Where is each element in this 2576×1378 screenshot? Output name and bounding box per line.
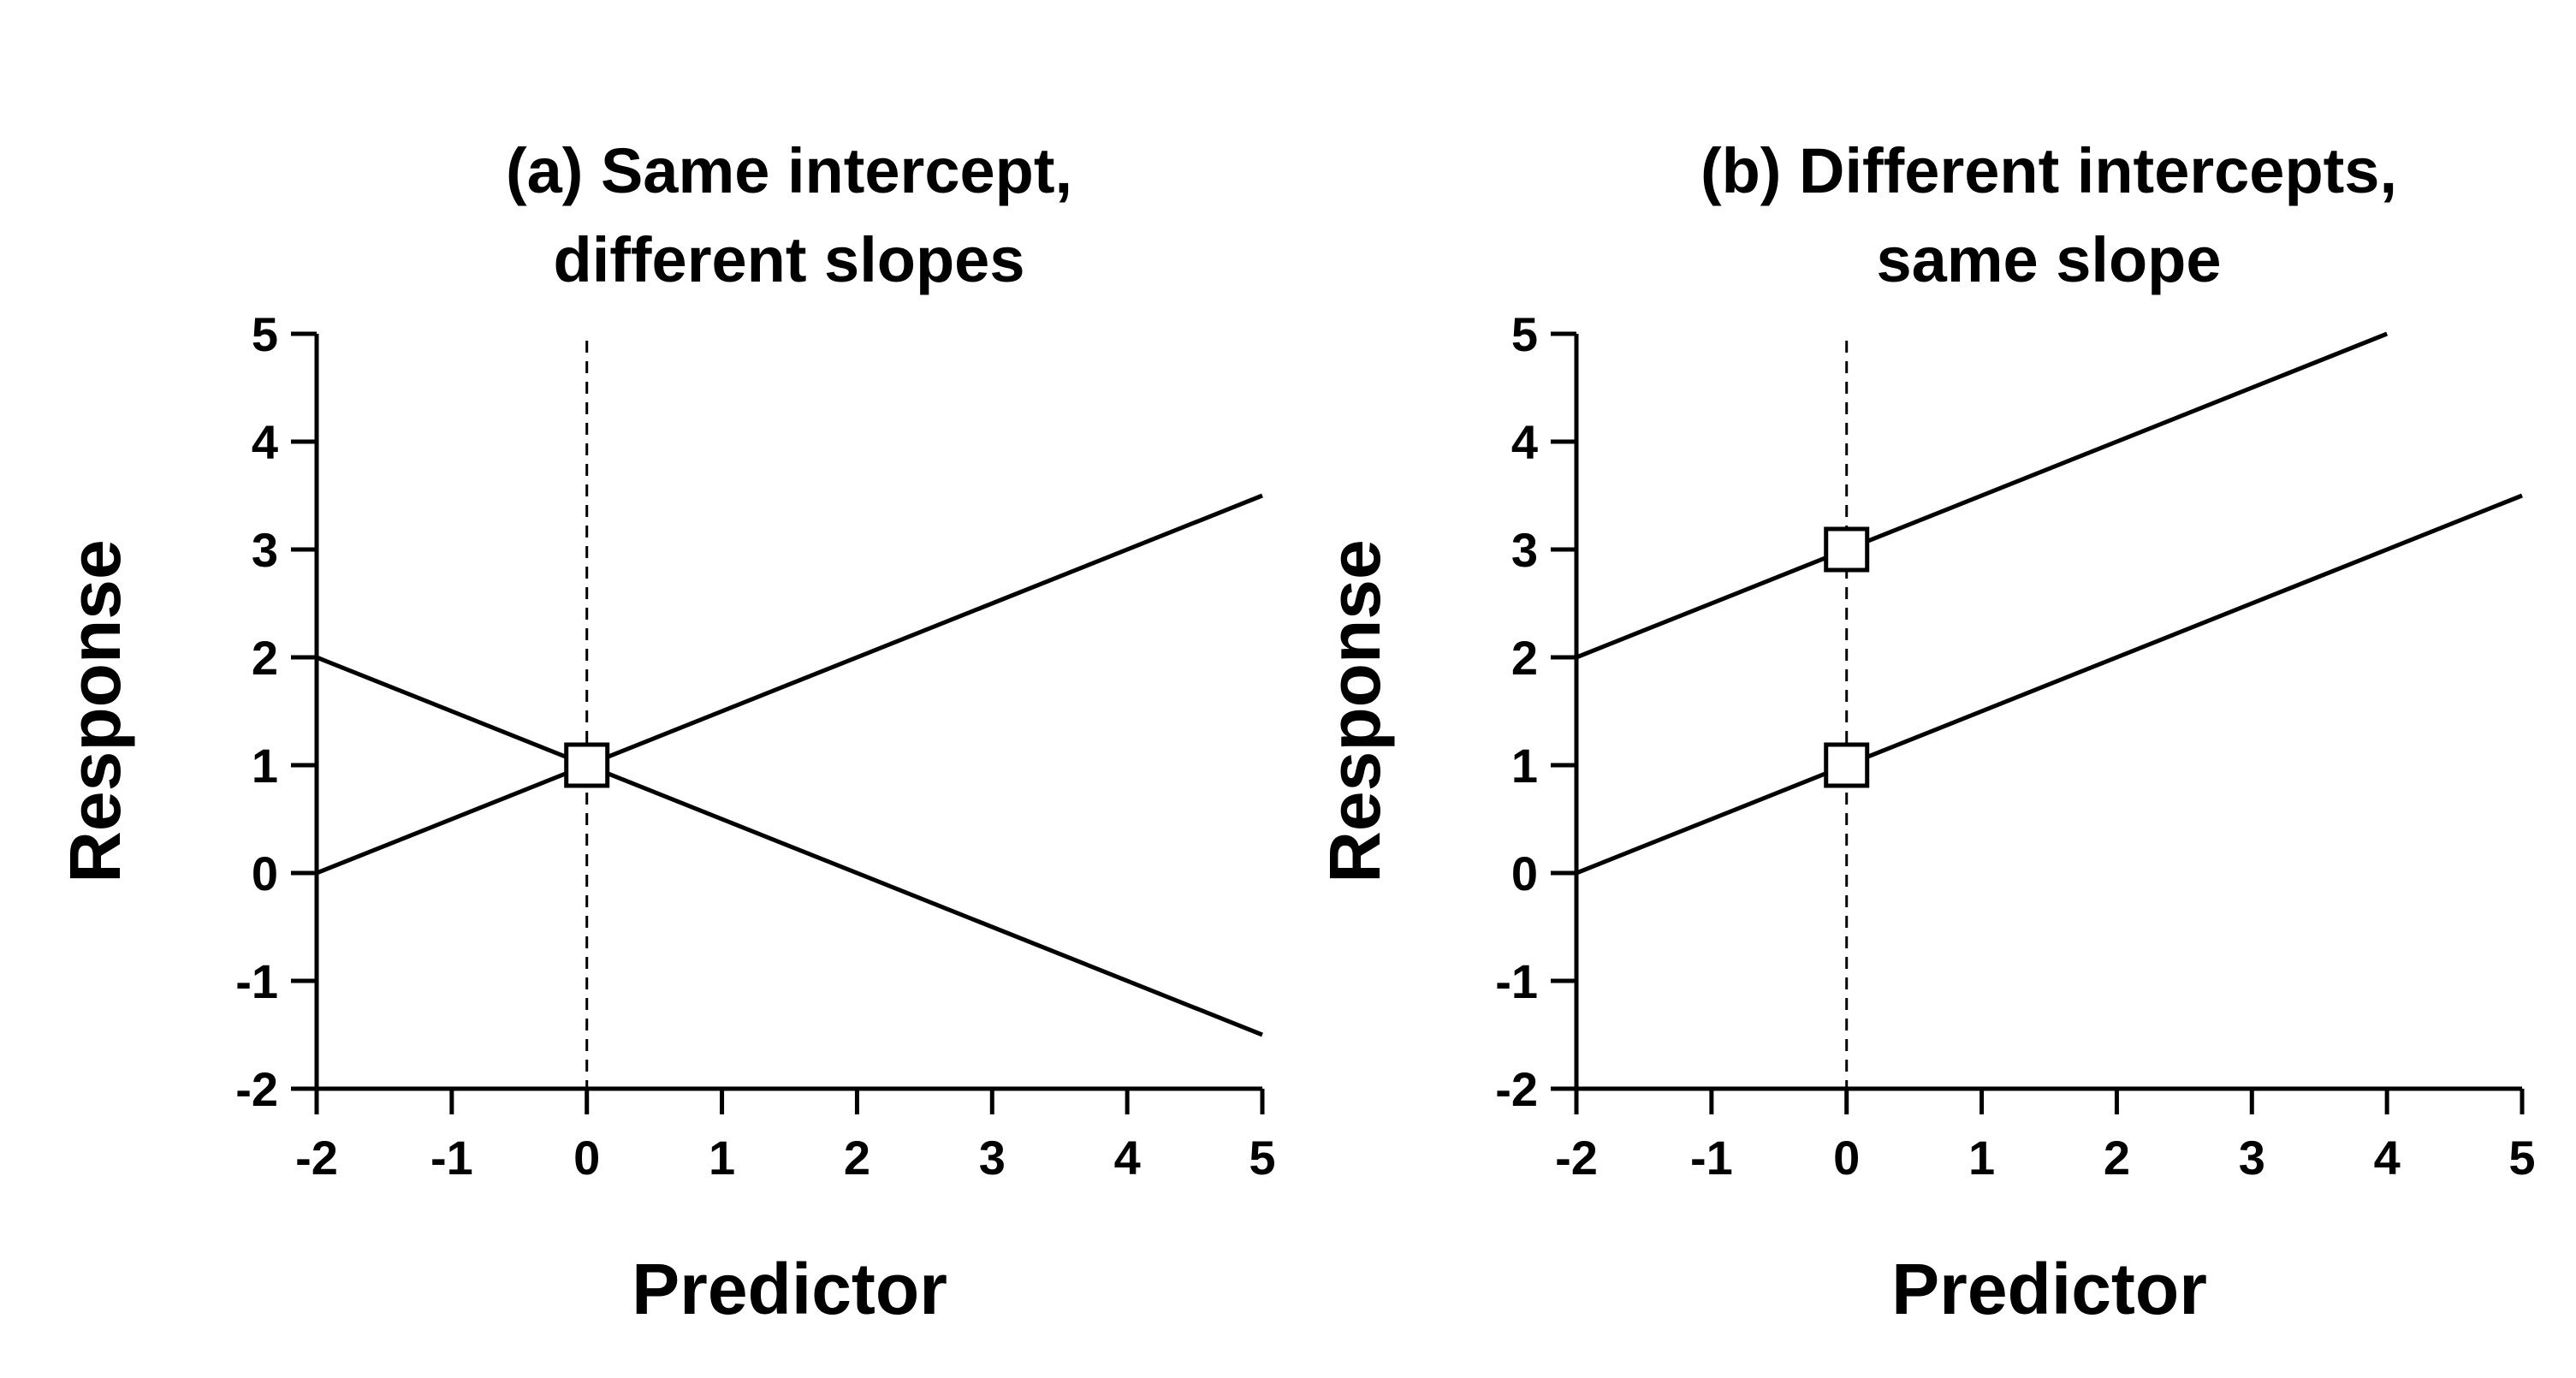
panel-b-x-tick-label: -1 — [1690, 1131, 1733, 1185]
panel-b-x-tick-label: 0 — [1833, 1131, 1860, 1185]
panel-a-y-tick-label: -2 — [235, 1062, 278, 1116]
panel-a-y-tick-label: 0 — [252, 846, 278, 900]
panel-a-y-tick-label: 1 — [252, 739, 278, 793]
panel-b: (b) Different intercepts, same slope -2 -1 0… — [1315, 135, 2536, 1329]
panel-b-x-axis-label: Predictor — [1891, 1249, 2207, 1329]
panel-b-y-tick-label: 2 — [1511, 631, 1538, 685]
panel-a: (a) Same intercept, different slopes -2 -1 0… — [55, 135, 1276, 1329]
panel-b-x-tick-label: 4 — [2374, 1131, 2401, 1185]
panel-a-y-tick-label: -1 — [235, 954, 278, 1008]
panel-b-series-line-2 — [1576, 493, 2523, 876]
panel-a-y-tick-label: 3 — [252, 523, 278, 577]
panel-a-x-tick-label: 0 — [573, 1131, 600, 1185]
panel-a-y-tick-label: 5 — [252, 307, 278, 361]
panel-b-intercept-marker-1 — [1824, 526, 1870, 573]
panel-a-x-axis-label: Predictor — [632, 1249, 947, 1329]
panel-b-title-line-2: same slope — [1876, 224, 2221, 295]
panel-a-x-tick-label: -2 — [295, 1131, 338, 1185]
panel-b-y-tick-label: 4 — [1511, 415, 1538, 469]
panel-a-intercept-marker-1 — [564, 742, 610, 788]
panel-a-y-axis-label: Response — [55, 539, 135, 882]
panel-a-series-line-1 — [316, 493, 1263, 876]
panel-b-x-tick-label: 1 — [1968, 1131, 1995, 1185]
panel-b-title-line-1: (b) Different intercepts, — [1701, 135, 2397, 206]
panel-a-x-tick-label: 1 — [709, 1131, 735, 1185]
panel-a-x-tick-label: 5 — [1249, 1131, 1275, 1185]
panel-b-x-tick-label: 3 — [2239, 1131, 2265, 1185]
panel-b-y-tick-label: 5 — [1511, 307, 1538, 361]
panel-b-series-line-1 — [1576, 331, 2389, 660]
panel-a-x-tick-label: 3 — [979, 1131, 1006, 1185]
panel-a-title-line-1: (a) Same intercept, — [506, 135, 1072, 206]
panel-b-y-tick-label: 1 — [1511, 739, 1538, 793]
panel-b-y-tick-label: 0 — [1511, 846, 1538, 900]
panel-b-x-tick-label: 5 — [2508, 1131, 2535, 1185]
panel-a-series-line-2 — [316, 655, 1263, 1037]
panel-a-title-line-2: different slopes — [554, 224, 1025, 295]
panel-b-y-tick-label: 3 — [1511, 523, 1538, 577]
panel-b-x-tick-label: 2 — [2104, 1131, 2130, 1185]
panel-a-y-tick-label: 2 — [252, 631, 278, 685]
panel-b-y-tick-label: -1 — [1495, 954, 1538, 1008]
panel-a-x-tick-label: 4 — [1114, 1131, 1141, 1185]
panel-a-x-tick-label: -1 — [430, 1131, 473, 1185]
panel-b-y-tick-label: -2 — [1495, 1062, 1538, 1116]
panel-a-y-tick-label: 4 — [252, 415, 278, 469]
panel-b-y-axis-label: Response — [1315, 539, 1395, 882]
panel-b-intercept-marker-2 — [1824, 742, 1870, 788]
panel-a-x-tick-label: 2 — [844, 1131, 870, 1185]
panel-b-x-tick-label: -2 — [1555, 1131, 1598, 1185]
